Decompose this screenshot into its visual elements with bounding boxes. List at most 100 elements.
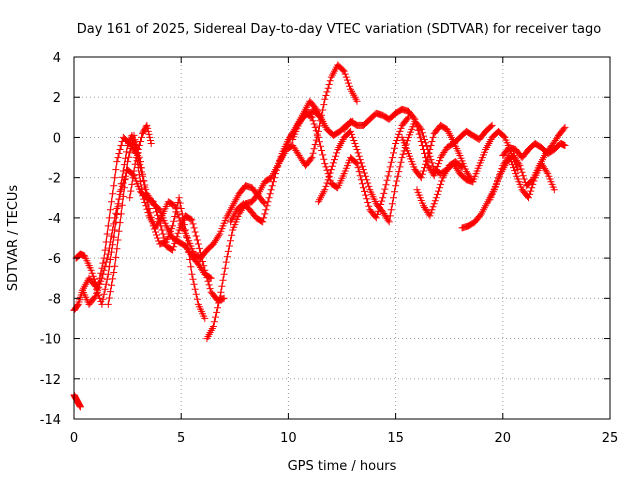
data-point [145, 205, 153, 212]
data-point [214, 304, 222, 312]
data-point [414, 126, 422, 134]
data-point [202, 270, 210, 278]
data-point [152, 205, 159, 212]
data-point [223, 253, 231, 261]
data-point [259, 218, 267, 226]
data-point [91, 278, 99, 286]
data-point [173, 233, 181, 241]
data-point [322, 163, 330, 171]
data-point [147, 137, 154, 144]
data-point [352, 143, 360, 150]
data-point [144, 200, 152, 208]
data-point [97, 277, 105, 285]
data-point [525, 194, 532, 202]
data-point [106, 256, 114, 263]
data-point [115, 227, 123, 235]
data-point [413, 123, 421, 131]
data-point [128, 180, 136, 188]
data-point [117, 142, 125, 149]
data-point [265, 194, 273, 202]
data-point [115, 150, 123, 157]
data-point [457, 163, 465, 171]
data-point [95, 283, 103, 291]
data-point [323, 179, 331, 187]
data-point [205, 281, 213, 289]
data-point [185, 248, 193, 256]
data-point [433, 190, 441, 198]
data-point [381, 185, 389, 193]
data-point [397, 124, 405, 132]
data-point [324, 176, 332, 184]
data-point [379, 194, 387, 202]
data-point [307, 155, 315, 163]
data-point [130, 167, 138, 175]
data-point [203, 274, 211, 282]
data-point [378, 197, 386, 205]
y-tick-label: -4 [48, 212, 61, 227]
data-point [385, 218, 393, 226]
data-point [332, 152, 340, 160]
data-point [184, 241, 192, 249]
data-point [458, 164, 466, 172]
data-point [326, 169, 334, 177]
data-point [144, 124, 152, 132]
data-point [362, 172, 370, 180]
data-point [398, 154, 406, 162]
data-point [430, 200, 438, 208]
data-point [561, 123, 569, 131]
series-arc-1 [70, 391, 84, 411]
data-point [262, 206, 270, 214]
data-point [421, 164, 428, 172]
data-point [147, 140, 155, 147]
data-point [386, 163, 394, 171]
data-point [150, 201, 158, 209]
x-tick-label: 10 [280, 431, 297, 446]
data-point [435, 160, 442, 168]
data-point [93, 289, 100, 297]
data-point [169, 222, 177, 230]
data-point [90, 294, 98, 302]
data-point [131, 160, 139, 168]
data-point [100, 266, 108, 274]
data-series [70, 61, 569, 411]
data-point [372, 214, 380, 222]
data-point [399, 150, 407, 158]
data-point [191, 228, 199, 236]
data-point [530, 177, 538, 185]
data-point [179, 215, 187, 223]
data-point [390, 194, 397, 202]
data-point [436, 184, 444, 192]
data-point [260, 214, 268, 222]
data-point [343, 76, 351, 84]
data-point [138, 164, 145, 172]
y-tick-label: -8 [48, 292, 61, 307]
data-point [355, 168, 363, 176]
data-point [201, 314, 209, 322]
data-point [357, 159, 365, 167]
data-point [209, 323, 217, 330]
data-point [384, 172, 392, 180]
data-point [142, 189, 150, 197]
data-point [174, 229, 182, 237]
data-point [418, 170, 426, 178]
data-point [143, 121, 151, 129]
data-point [388, 200, 396, 208]
data-point [98, 300, 106, 308]
data-point [149, 222, 157, 230]
data-point [101, 285, 109, 293]
data-point [108, 232, 115, 240]
data-point [109, 275, 117, 283]
data-point [350, 137, 358, 144]
data-point [310, 145, 318, 153]
data-point [187, 215, 195, 223]
data-point [267, 186, 275, 194]
data-point [391, 144, 398, 152]
y-tick-label: 0 [53, 131, 61, 146]
series-arc-4 [79, 166, 228, 308]
data-point [189, 220, 197, 228]
y-tick-label: -2 [48, 172, 61, 187]
data-point [497, 168, 505, 176]
data-point [113, 205, 121, 212]
data-point [194, 240, 202, 248]
data-point [393, 177, 401, 185]
